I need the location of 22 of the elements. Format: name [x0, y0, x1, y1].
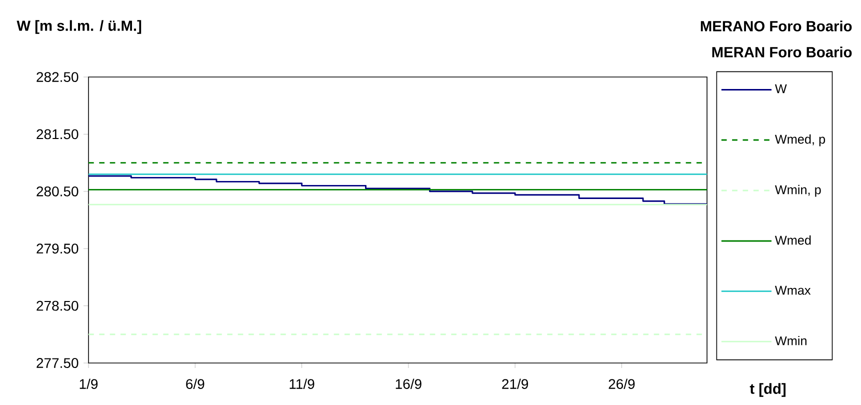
text: MERAN Foro Boario: [712, 46, 852, 58]
legend-label: Wmed: [774, 235, 811, 245]
legend-label: Wmin, p: [774, 184, 821, 197]
y-tick-label: 278.50: [36, 300, 78, 311]
y-axis-title: W [m s.l.m. / ü.M.]: [16, 20, 142, 34]
x-tick-label: 1/9: [80, 378, 98, 390]
y-tick-label: 280.50: [36, 186, 78, 196]
x-axis-title: t [dd]: [750, 383, 786, 397]
y-tick-label: 282.50: [36, 72, 78, 82]
text: MERANO Foro Boario: [700, 20, 852, 32]
y-tick-label: 281.50: [36, 129, 78, 140]
y-tick-label: 279.50: [36, 244, 78, 254]
x-tick-label: 6/9: [186, 378, 204, 390]
x-tick-label: 16/9: [396, 378, 422, 390]
x-tick-label: 11/9: [290, 378, 314, 390]
legend-label: Wmin: [774, 336, 806, 346]
legend-label: Wmax: [774, 286, 811, 295]
x-tick-label: 21/9: [502, 378, 528, 390]
y-tick-label: 277.50: [36, 358, 78, 368]
legend-label: W: [774, 84, 787, 94]
legend-label: Wmed, p: [774, 134, 826, 146]
x-tick-label: 26/9: [608, 378, 635, 390]
